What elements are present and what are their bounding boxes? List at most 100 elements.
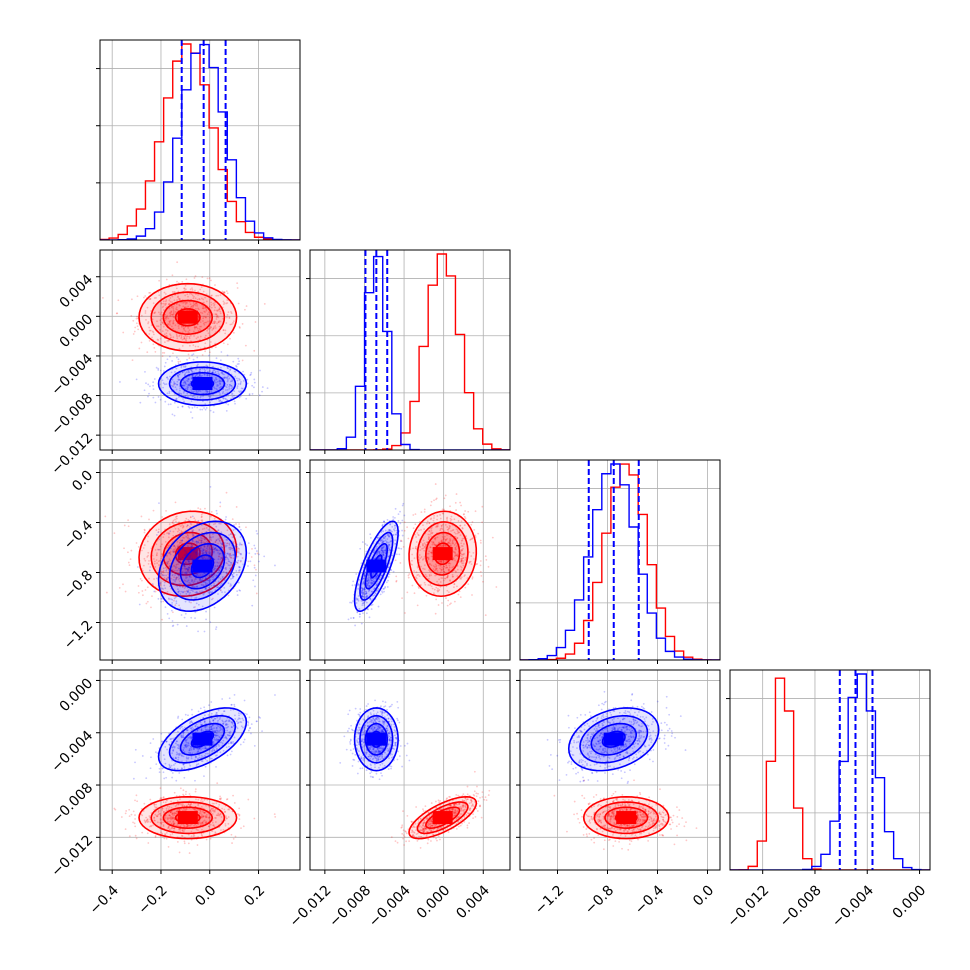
scatter-point — [144, 310, 147, 312]
scatter-point — [198, 812, 201, 814]
scatter-point — [446, 576, 448, 579]
scatter-point — [128, 564, 131, 567]
scatter-point — [236, 594, 239, 596]
scatter-point — [194, 606, 196, 608]
scatter-point — [415, 536, 417, 538]
scatter-point — [249, 560, 252, 563]
scatter-point — [430, 555, 433, 558]
scatter-point — [462, 547, 464, 550]
scatter-point — [225, 817, 228, 820]
scatter-point — [183, 287, 185, 290]
scatter-point — [206, 391, 209, 394]
scatter-point — [159, 797, 162, 800]
scatter-point — [219, 564, 221, 567]
scatter-point — [239, 559, 242, 562]
scatter-point — [237, 813, 239, 815]
scatter-point — [183, 338, 185, 340]
scatter-point — [172, 352, 174, 355]
scatter-point — [361, 590, 364, 593]
scatter-point — [172, 551, 175, 554]
scatter-point — [198, 298, 201, 301]
scatter-point — [382, 546, 385, 549]
scatter-point — [227, 403, 230, 406]
scatter-point — [227, 582, 230, 585]
scatter-point — [172, 311, 175, 313]
scatter-point — [230, 323, 233, 326]
scatter-point — [223, 376, 226, 378]
scatter-point — [167, 826, 170, 829]
scatter-point — [195, 368, 197, 371]
scatter-point — [420, 511, 423, 514]
scatter-point — [411, 584, 414, 587]
scatter-point — [201, 552, 204, 555]
scatter-point — [213, 558, 216, 561]
scatter-point — [218, 555, 220, 558]
scatter-point — [202, 322, 205, 325]
scatter-point — [159, 323, 162, 326]
scatter-point — [248, 552, 251, 555]
scatter-point — [464, 586, 467, 589]
scatter-point — [202, 317, 205, 320]
scatter-point — [210, 279, 212, 282]
scatter-point — [455, 509, 457, 511]
scatter-point — [226, 817, 228, 820]
contour-line — [174, 308, 201, 327]
scatter-point — [418, 534, 420, 537]
scatter-point — [148, 518, 150, 521]
scatter-point — [202, 298, 205, 301]
scatter-point — [474, 534, 477, 537]
scatter-point — [190, 388, 193, 391]
scatter-point — [201, 557, 204, 560]
scatter-point — [387, 534, 390, 537]
scatter-point — [217, 558, 220, 561]
scatter-point — [218, 798, 221, 800]
scatter-point — [427, 584, 430, 586]
scatter-point — [194, 303, 197, 305]
density-peak — [366, 559, 387, 573]
scatter-point — [482, 580, 484, 583]
scatter-point — [460, 557, 463, 560]
scatter-point — [481, 505, 484, 508]
scatter-point — [189, 522, 192, 525]
scatter-point — [387, 541, 390, 544]
scatter-point — [400, 539, 402, 542]
scatter-point — [220, 545, 222, 548]
scatter-point — [246, 378, 249, 381]
scatter-point — [400, 540, 403, 543]
scatter-point — [171, 521, 174, 524]
scatter-point — [362, 591, 365, 594]
scatter-point — [242, 370, 244, 373]
scatter-point — [215, 802, 218, 805]
scatter-point — [462, 562, 465, 565]
scatter-point — [451, 529, 454, 532]
scatter-point — [162, 302, 165, 305]
scatter-point — [370, 578, 372, 581]
scatter-point — [226, 376, 229, 379]
scatter-point — [233, 524, 236, 526]
scatter-point — [172, 816, 175, 819]
scatter-point — [207, 552, 210, 555]
scatter-point — [468, 551, 471, 554]
scatter-point — [231, 842, 233, 844]
scatter-point — [154, 566, 157, 568]
scatter-point — [196, 396, 199, 398]
scatter-point — [373, 587, 376, 589]
scatter-point — [193, 586, 196, 589]
scatter-point — [210, 548, 213, 550]
scatter-point — [119, 381, 121, 383]
scatter-point — [169, 550, 172, 553]
scatter-point — [375, 583, 378, 586]
scatter-point — [172, 624, 175, 627]
scatter-point — [376, 553, 378, 555]
scatter-point — [250, 556, 253, 558]
scatter-point — [193, 405, 196, 408]
scatter-point — [166, 612, 169, 615]
scatter-point — [452, 575, 454, 578]
scatter-point — [361, 593, 364, 596]
scatter-point — [172, 385, 175, 388]
scatter-point — [176, 576, 179, 579]
scatter-point — [380, 531, 383, 533]
scatter-point — [421, 547, 423, 550]
scatter-point — [454, 551, 457, 554]
scatter-point — [212, 575, 215, 578]
